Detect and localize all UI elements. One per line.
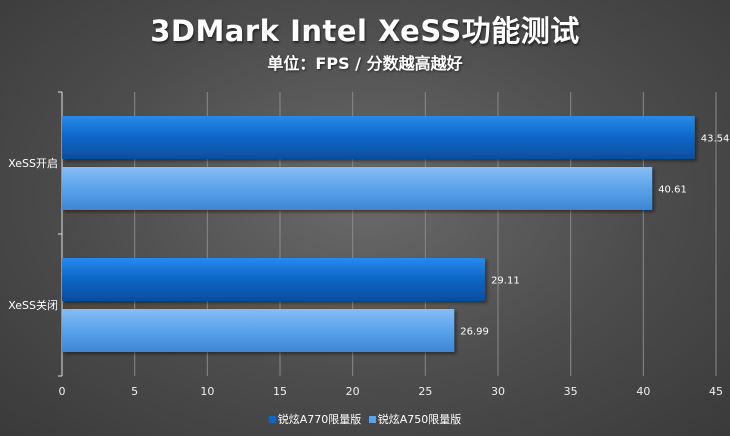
- x-tick-label-30: 30: [491, 385, 505, 398]
- legend-swatch-a750: [368, 415, 376, 423]
- data-label-a770-2: 29.11: [491, 276, 520, 287]
- x-tick-label-20: 20: [346, 385, 360, 398]
- chart-title: 3DMark Intel XeSS功能测试: [150, 14, 580, 48]
- legend-item-a750: 锐炫A750限量版: [368, 411, 462, 427]
- bar-a750-2: [62, 309, 455, 352]
- legend-swatch-a770: [268, 415, 276, 423]
- category-label-1: XeSS开启: [8, 157, 58, 170]
- x-tick-label-5: 5: [131, 385, 138, 398]
- legend-item-a770: 锐炫A770限量版: [268, 411, 362, 427]
- x-tick-label-35: 35: [564, 385, 578, 398]
- legend: 锐炫A770限量版 锐炫A750限量版: [0, 411, 730, 427]
- legend-label-a750: 锐炫A750限量版: [377, 413, 462, 426]
- bar-a770-2: [62, 258, 486, 301]
- data-label-a750-2: 26.99: [460, 327, 489, 338]
- data-label-a750-1: 40.61: [658, 185, 687, 196]
- chart-subtitle: 单位：FPS / 分数越高越好: [267, 54, 463, 73]
- bar-a770-1: [62, 116, 695, 159]
- legend-label-a770: 锐炫A770限量版: [277, 413, 362, 426]
- category-label-2: XeSS关闭: [8, 298, 58, 312]
- bar-layer: [62, 116, 695, 352]
- x-tick-label-15: 15: [273, 385, 287, 398]
- x-tick-label-10: 10: [200, 385, 214, 398]
- bar-a750-1: [62, 167, 653, 210]
- axis-layer: [58, 91, 63, 377]
- data-label-a770-1: 43.54: [701, 134, 730, 145]
- x-tick-label-45: 45: [709, 385, 723, 398]
- x-tick-label-40: 40: [636, 385, 650, 398]
- x-tick-label-25: 25: [418, 385, 432, 398]
- x-tick-label-0: 0: [59, 385, 66, 398]
- label-layer: 0 5 10 15 20 25 30 35 40 45 XeSS开启 43.54 40.61 XeSS关闭…: [8, 134, 729, 399]
